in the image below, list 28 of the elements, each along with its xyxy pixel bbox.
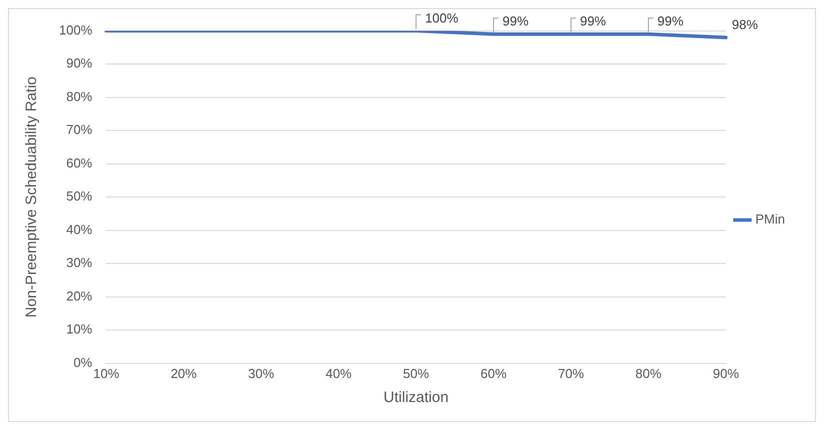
x-tick-label: 40% xyxy=(326,366,352,381)
y-tick-label: 90% xyxy=(66,56,93,71)
y-tick-label: 10% xyxy=(66,322,93,337)
x-axis-title: Utilization xyxy=(384,389,449,406)
data-label: 99% xyxy=(580,14,606,29)
y-tick-label: 20% xyxy=(66,288,93,304)
y-tick-label: 80% xyxy=(66,88,93,104)
x-tick-label: 60% xyxy=(480,366,507,381)
x-tick-label: 80% xyxy=(635,366,662,381)
legend-label: PMin xyxy=(755,212,786,227)
y-tick-label: 40% xyxy=(66,222,93,237)
x-tick-label: 90% xyxy=(712,366,740,381)
y-tick-label: 60% xyxy=(66,155,93,170)
data-label: 99% xyxy=(502,14,529,29)
data-label: 99% xyxy=(657,14,684,29)
y-axis-title: Non-Preemptive Scheduability Ratio xyxy=(23,76,40,318)
y-tick-label: 70% xyxy=(66,122,93,138)
y-tick-label: 0% xyxy=(73,354,93,370)
y-tick-label: 30% xyxy=(66,255,93,270)
y-tick-label: 100% xyxy=(59,22,93,38)
x-tick-label: 50% xyxy=(403,366,430,381)
data-label: 100% xyxy=(425,10,459,26)
x-tick-label: 70% xyxy=(558,366,584,381)
x-tick-label: 20% xyxy=(170,366,198,381)
x-tick-label: 10% xyxy=(93,366,120,381)
x-tick-label: 30% xyxy=(248,366,275,381)
data-label: 98% xyxy=(732,17,758,32)
y-tick-label: 50% xyxy=(66,188,93,204)
